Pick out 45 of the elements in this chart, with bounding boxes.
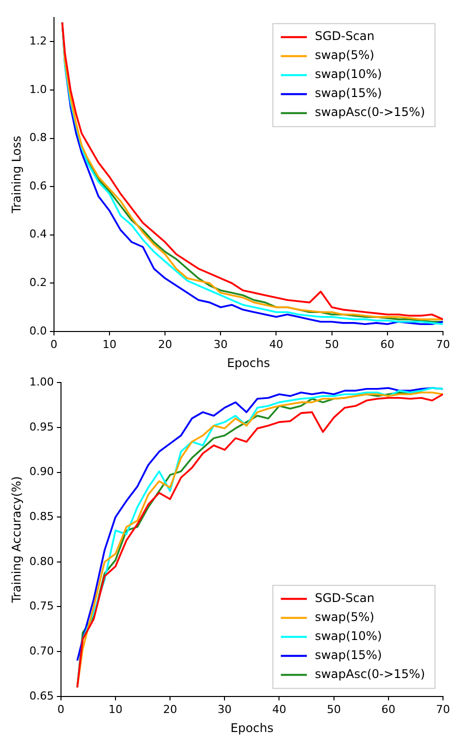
y-tick-label: 1.00 bbox=[29, 375, 54, 388]
y-tick-label: 0.95 bbox=[29, 420, 54, 434]
x-tick-label: 30 bbox=[214, 338, 228, 351]
y-tick-label: 0.8 bbox=[29, 131, 47, 144]
y-tick-label: 0.75 bbox=[29, 600, 54, 613]
x-tick-label: 70 bbox=[436, 702, 450, 716]
legend-label: swap(10%) bbox=[314, 67, 382, 82]
x-tick-label: 60 bbox=[381, 702, 396, 716]
x-tick-label: 40 bbox=[269, 338, 284, 351]
x-tick-label: 60 bbox=[380, 338, 394, 351]
x-tick-label: 50 bbox=[326, 702, 341, 716]
y-tick-label: 0.6 bbox=[29, 179, 47, 192]
x-tick-label: 40 bbox=[272, 702, 286, 716]
legend-label: swap(15%) bbox=[314, 86, 382, 100]
y-tick-label: 0.65 bbox=[29, 689, 54, 702]
legend-label: SGD-Scan bbox=[314, 591, 375, 606]
x-tick-label: 20 bbox=[158, 338, 172, 351]
y-tick-label: 0.4 bbox=[29, 228, 47, 241]
y-tick-label: 0.80 bbox=[29, 554, 54, 568]
x-axis-title: Epochs bbox=[230, 720, 274, 735]
legend-label: swapAsc(0->15%) bbox=[314, 667, 426, 682]
x-tick-label: 0 bbox=[50, 338, 58, 351]
x-tick-label: 10 bbox=[108, 702, 122, 716]
x-tick-label: 50 bbox=[324, 338, 339, 351]
y-tick-label: 0.90 bbox=[29, 465, 54, 478]
legend-label: swap(15%) bbox=[314, 648, 382, 662]
y-tick-label: 1.2 bbox=[29, 34, 47, 48]
y-tick-label: 0.0 bbox=[29, 324, 47, 338]
y-axis-title: Training Accuracy(%) bbox=[9, 476, 24, 604]
legend-label: SGD-Scan bbox=[314, 29, 375, 44]
x-axis-title: Epochs bbox=[226, 356, 270, 370]
x-tick-label: 10 bbox=[102, 338, 116, 351]
x-tick-label: 20 bbox=[163, 702, 178, 716]
x-tick-label: 30 bbox=[218, 702, 232, 716]
x-tick-label: 70 bbox=[436, 338, 450, 351]
legend-label: swapAsc(0->15%) bbox=[314, 105, 426, 120]
y-tick-label: 0.70 bbox=[29, 644, 54, 658]
y-axis-title: Training Loss bbox=[9, 136, 24, 214]
y-tick-label: 1.0 bbox=[29, 82, 47, 96]
legend-label: swap(10%) bbox=[314, 629, 382, 644]
x-tick-label: 0 bbox=[57, 702, 64, 716]
y-tick-label: 0.85 bbox=[29, 510, 54, 523]
legend-label: swap(5%) bbox=[314, 610, 374, 624]
y-tick-label: 0.2 bbox=[29, 276, 47, 289]
legend-label: swap(5%) bbox=[314, 48, 374, 62]
